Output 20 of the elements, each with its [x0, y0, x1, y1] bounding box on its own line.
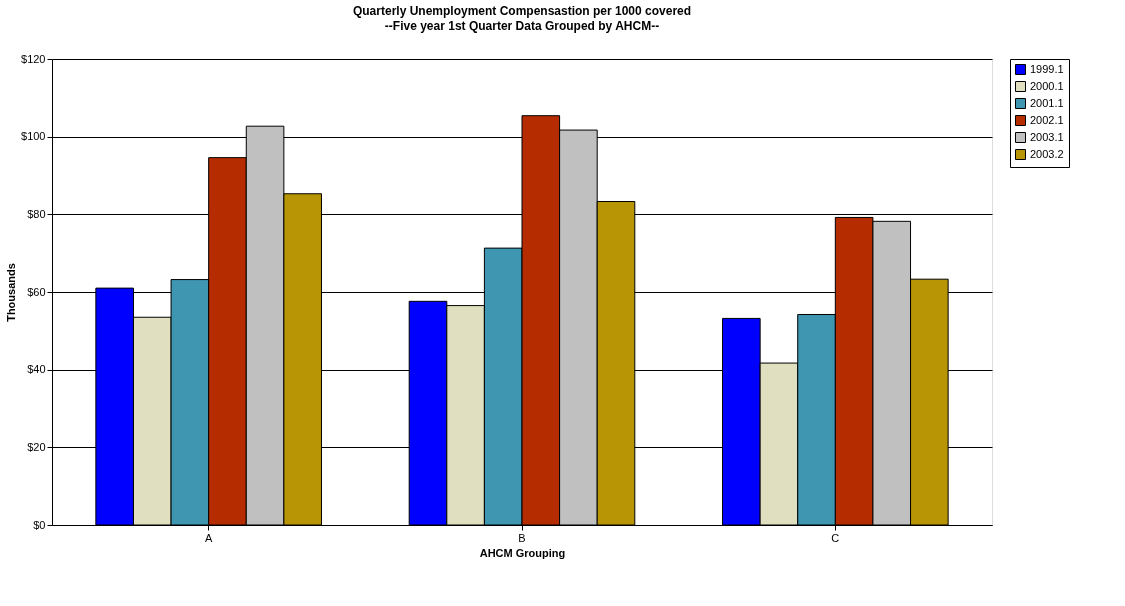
- chart-subtitle: --Five year 1st Quarter Data Grouped by AHCM--: [384, 19, 660, 33]
- legend-label: 2003.2: [1030, 147, 1064, 160]
- y-tick-label: $20: [27, 440, 46, 453]
- x-tick-label: B: [518, 531, 526, 544]
- legend-label: 2002.1: [1030, 113, 1064, 126]
- y-axis-title: Thousands: [5, 263, 18, 322]
- y-tick-label: $60: [27, 285, 46, 298]
- y-tick-label: $120: [21, 52, 46, 65]
- y-tick-label: $80: [27, 207, 46, 220]
- legend-label: 1999.1: [1030, 62, 1064, 75]
- y-tick-label: $40: [27, 363, 46, 376]
- x-tick-label: C: [831, 531, 840, 544]
- y-tick-label: $100: [21, 130, 46, 143]
- legend-label: 2000.1: [1030, 79, 1064, 92]
- legend-label: 2001.1: [1030, 96, 1064, 109]
- y-tick-label: $0: [33, 518, 46, 531]
- legend-label: 2003.1: [1030, 130, 1064, 143]
- x-tick-label: A: [204, 531, 213, 544]
- chart-title: Quarterly Unemployment Compensastion per 1000 covered: [352, 4, 692, 18]
- x-axis-title: AHCM Grouping: [479, 546, 566, 559]
